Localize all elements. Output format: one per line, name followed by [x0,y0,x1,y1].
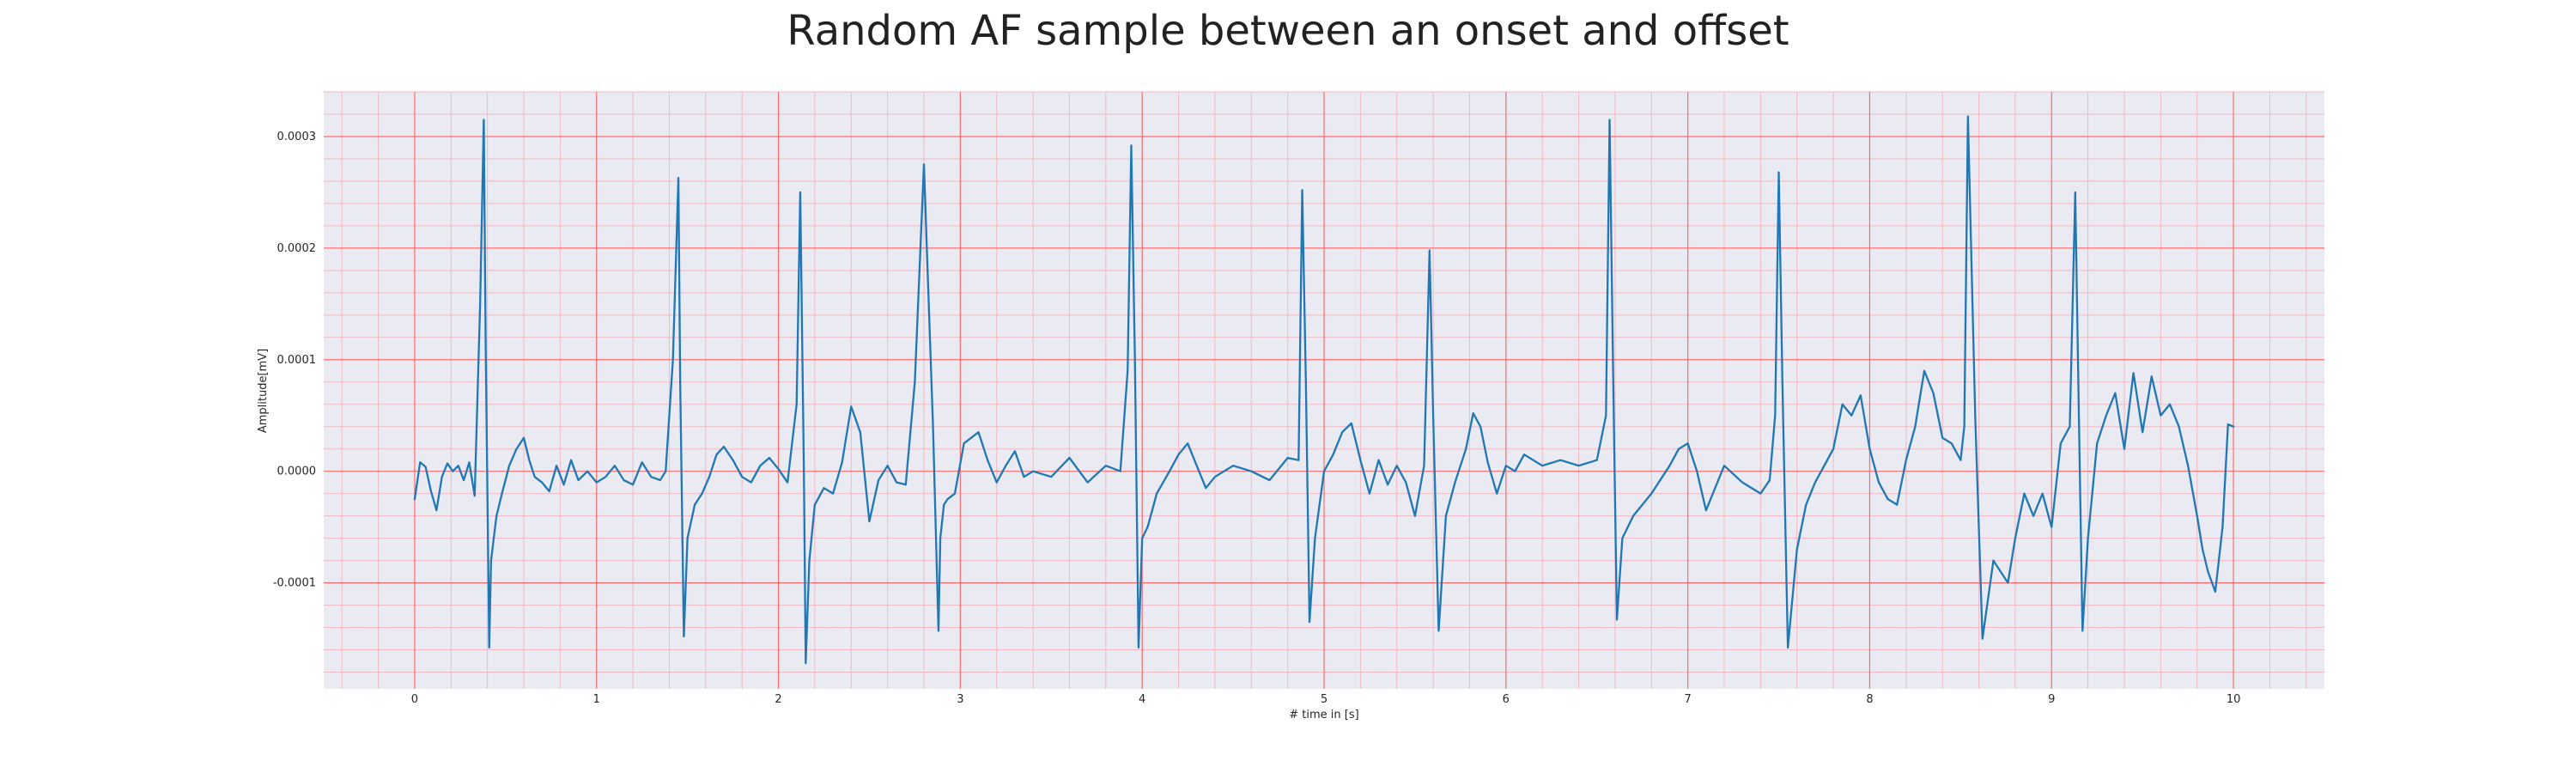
y-tick-label: -0.0001 [273,577,316,590]
x-tick-label: 1 [593,693,600,706]
series-layer [413,115,2235,665]
x-tick-label: 6 [1503,693,1510,706]
x-tick-label: 3 [957,693,963,706]
x-tick-label: 10 [2227,693,2241,706]
y-tick-label: 0.0003 [277,131,317,143]
x-tick-labels: 0 1 2 3 4 5 6 7 8 9 10 [411,693,2241,706]
x-tick-label: 9 [2048,693,2055,706]
chart-title: Random AF sample between an onset and of… [787,7,1789,55]
y-axis-label: Amplitude[mV] [257,349,270,433]
x-tick-label: 8 [1866,693,1873,706]
ecg-series-line [413,115,2235,665]
grid-layer [324,91,2324,689]
x-axis-label: # time in [s] [1289,709,1358,721]
x-tick-label: 0 [411,693,418,706]
y-tick-label: 0.0001 [277,354,317,367]
x-tick-label: 7 [1684,693,1691,706]
x-tick-label: 4 [1139,693,1145,706]
y-tick-label: 0.0002 [277,242,317,255]
y-tick-labels: -0.0001 0.0000 0.0001 0.0002 0.0003 [273,131,316,590]
x-tick-label: 2 [775,693,781,706]
x-tick-label: 5 [1321,693,1327,706]
y-tick-label: 0.0000 [277,466,317,478]
